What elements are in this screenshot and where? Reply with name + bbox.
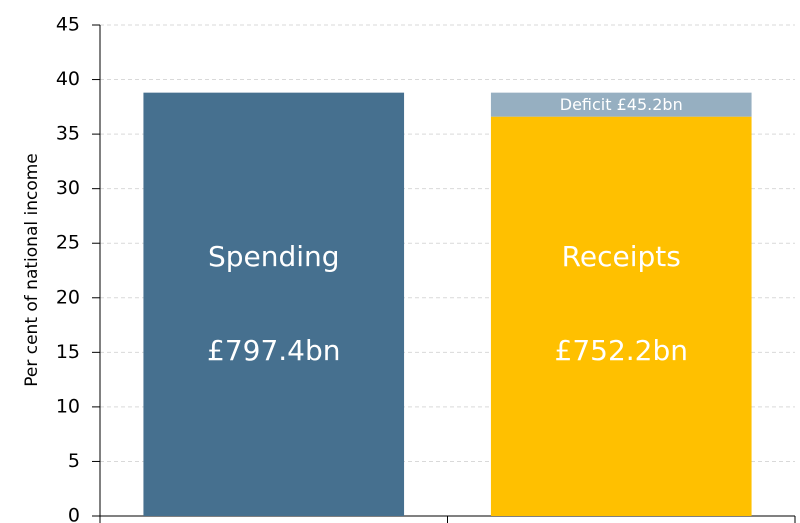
bar-amount: £752.2bn	[555, 334, 689, 367]
y-tick-label: 15	[56, 341, 80, 363]
bar-amount: £797.4bn	[207, 334, 341, 367]
y-tick-label: 25	[56, 232, 80, 254]
stacked-bar	[490, 92, 752, 117]
y-axis-label: Per cent of national income	[22, 153, 42, 387]
y-tick-label: 0	[68, 505, 80, 523]
y-tick-label: 20	[56, 286, 80, 308]
bar	[143, 92, 405, 516]
y-tick-label: 10	[56, 395, 80, 417]
y-tick-label: 40	[56, 68, 80, 90]
bar-label: Receipts	[562, 240, 681, 273]
bar	[490, 116, 752, 517]
bar-label: Spending	[208, 240, 340, 273]
y-tick-label: 35	[56, 123, 80, 145]
y-tick-label: 30	[56, 177, 80, 199]
stack-label: Deficit £45.2bn	[560, 95, 683, 114]
y-tick-label: 5	[68, 450, 80, 472]
y-tick-label: 45	[56, 14, 80, 36]
